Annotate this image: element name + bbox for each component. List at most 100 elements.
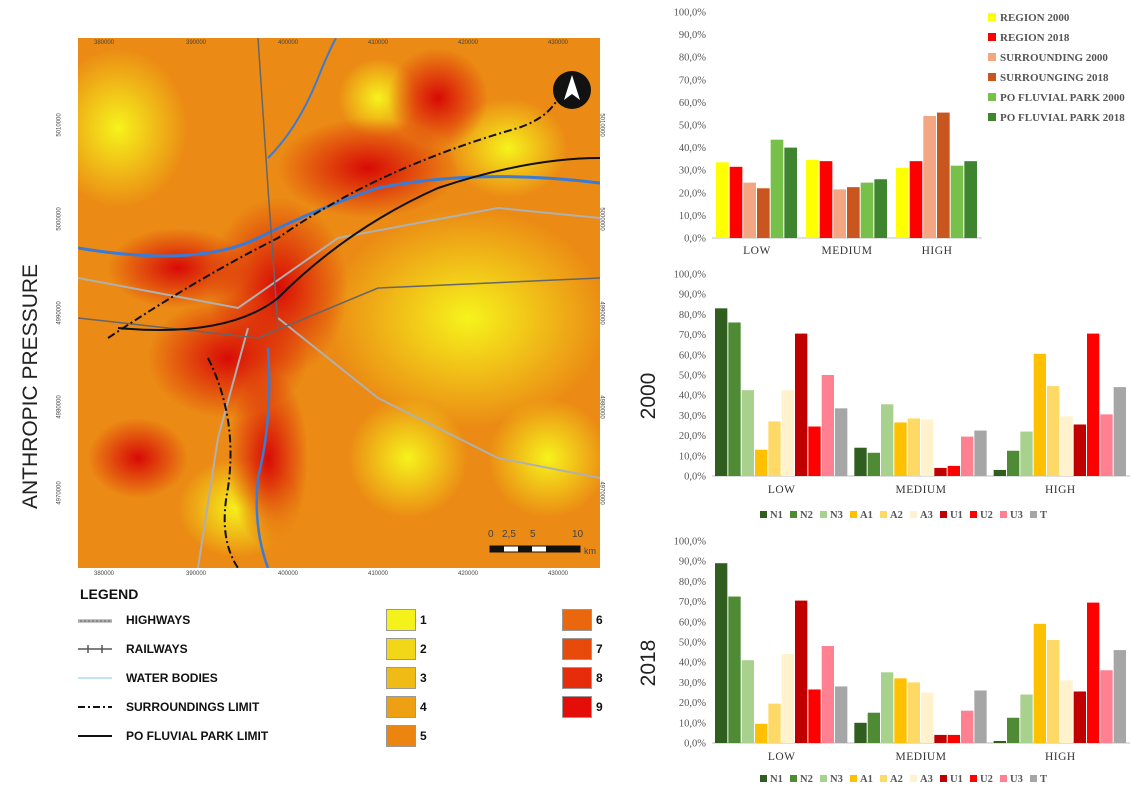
scale-label-0: 0 <box>488 529 494 540</box>
bar <box>961 710 974 743</box>
pressure-class-label: 2 <box>420 642 427 656</box>
x-category-label: MEDIUM <box>896 751 947 763</box>
bar <box>1020 431 1033 476</box>
x-category-label: HIGH <box>1045 484 1076 496</box>
north-arrow-icon <box>553 71 591 109</box>
bar <box>781 654 794 743</box>
legend-swatch <box>988 33 996 41</box>
pressure-class-swatch <box>386 609 416 631</box>
legend-label: N2 <box>800 510 813 521</box>
bar <box>1020 694 1033 743</box>
coord-bottom: 380000 <box>94 571 115 577</box>
bar <box>1007 717 1020 743</box>
bar <box>854 447 867 476</box>
y-tick-label: 40,0% <box>679 143 706 154</box>
bar <box>755 449 768 476</box>
y-tick-label: 60,0% <box>679 350 706 361</box>
coord-right: 4970000 <box>598 481 605 505</box>
river-north-line <box>267 37 337 159</box>
bar <box>1033 623 1046 743</box>
y-tick-label: 30,0% <box>679 411 706 422</box>
pressure-class-label: 1 <box>420 613 427 627</box>
scale-label-2-5: 2,5 <box>502 529 516 540</box>
bar <box>894 678 907 743</box>
y-tick-label: 60,0% <box>679 617 706 628</box>
bar <box>909 161 923 238</box>
y-tick-label: 10,0% <box>679 718 706 729</box>
legend-label: N1 <box>770 774 783 785</box>
legend-swatch <box>820 511 827 518</box>
legend-water-bodies-label: WATER BODIES <box>126 671 218 685</box>
bar <box>795 333 808 476</box>
legend-swatch <box>760 511 767 518</box>
bar <box>1087 333 1100 476</box>
legend-swatch <box>970 511 977 518</box>
pressure-class-label: 6 <box>596 613 603 627</box>
bar <box>937 112 950 238</box>
bar <box>821 646 834 743</box>
legend-swatch <box>1030 775 1037 782</box>
bar <box>1060 680 1073 743</box>
coord-top: 380000 <box>94 40 115 46</box>
y-tick-label: 100,0% <box>674 8 707 19</box>
pressure-class-swatch <box>562 667 592 689</box>
y-tick-label: 50,0% <box>679 638 706 649</box>
railways-symbol <box>78 645 112 653</box>
pressure-class-label: 9 <box>596 700 603 714</box>
bar <box>1087 602 1100 743</box>
bar <box>894 422 907 476</box>
bar <box>1113 387 1126 476</box>
legend-swatch <box>850 511 857 518</box>
legend-swatch <box>940 511 947 518</box>
y-tick-label: 70,0% <box>679 597 706 608</box>
legend-label: U1 <box>950 774 963 785</box>
legend-highways-label: HIGHWAYS <box>126 613 191 627</box>
bar <box>964 161 977 238</box>
legend-swatch <box>988 53 996 61</box>
legend-swatch <box>820 775 827 782</box>
bar <box>716 162 729 238</box>
y-tick-label: 60,0% <box>679 98 706 109</box>
bar <box>729 166 743 238</box>
legend-line-symbols <box>78 619 112 737</box>
bar <box>867 712 880 743</box>
legend-swatch <box>910 511 917 518</box>
y-tick-label: 20,0% <box>679 431 706 442</box>
bar <box>860 182 874 238</box>
bar <box>881 672 894 743</box>
legend-label: T <box>1040 774 1047 785</box>
y-tick-label: 10,0% <box>679 211 706 222</box>
y-tick-label: 50,0% <box>679 121 706 132</box>
bar <box>921 419 934 476</box>
x-category-label: LOW <box>768 484 796 496</box>
surroundings-limit-line-south <box>207 357 239 569</box>
chart-region-comparison: 0,0% 10,0% 20,0% 30,0% 40,0% 50,0% 60,0% 70,0% 8… <box>674 8 1126 258</box>
legend-label: A1 <box>860 774 873 785</box>
bar <box>781 390 794 476</box>
bar <box>867 452 880 476</box>
highway-line <box>77 206 601 310</box>
bar <box>821 375 834 476</box>
legend-swatch <box>1030 511 1037 518</box>
legend-swatch <box>1000 775 1007 782</box>
legend-label: REGION 2000 <box>1000 12 1070 24</box>
y-tick-label: 30,0% <box>679 166 706 177</box>
legend-swatch <box>790 511 797 518</box>
highway-line-east <box>277 317 601 479</box>
coord-top: 400000 <box>278 40 299 46</box>
coord-top: 390000 <box>186 40 207 46</box>
legend-swatch <box>880 775 887 782</box>
bar <box>757 188 770 238</box>
bar <box>755 723 768 743</box>
bar <box>806 160 819 238</box>
coord-right: 5010000 <box>598 113 605 137</box>
y-tick-label: 70,0% <box>679 330 706 341</box>
legend-title: LEGEND <box>80 586 139 602</box>
bar <box>728 322 741 476</box>
y-tick-label: 100,0% <box>674 537 707 548</box>
legend-label: A1 <box>860 510 873 521</box>
y-tick-label: 70,0% <box>679 75 706 86</box>
pressure-class-swatch <box>562 696 592 718</box>
y-tick-label: 40,0% <box>679 391 706 402</box>
legend-railways-label: RAILWAYS <box>126 642 188 656</box>
